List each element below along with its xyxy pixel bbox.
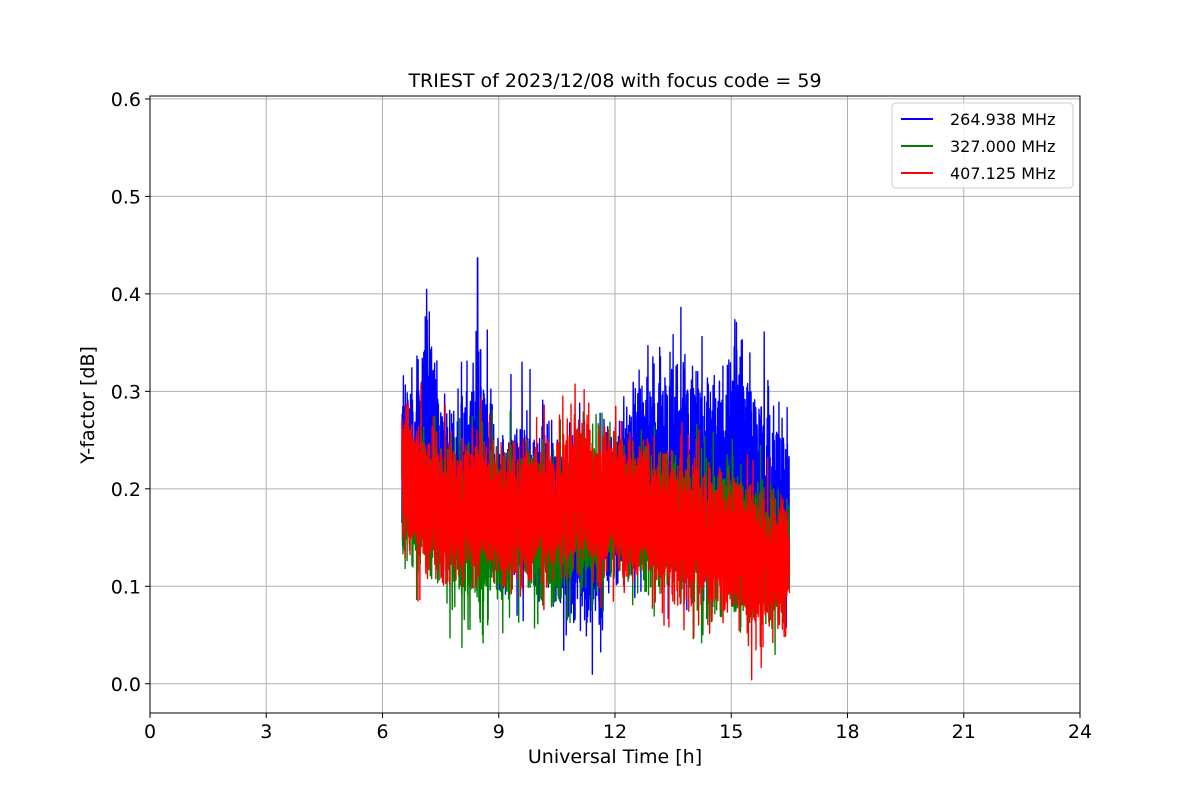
legend-label: 264.938 MHz xyxy=(950,110,1055,129)
y-tick-label: 0.4 xyxy=(111,284,141,306)
x-tick-label: 6 xyxy=(376,721,388,743)
y-axis: 0.0 0.1 0.2 0.3 0.4 0.5 0.6 xyxy=(111,89,150,696)
x-tick-label: 3 xyxy=(260,721,272,743)
legend-label: 327.000 MHz xyxy=(950,137,1055,156)
chart-title: TRIEST of 2023/12/08 with focus code = 5… xyxy=(407,70,821,92)
y-tick-label: 0.2 xyxy=(111,479,141,501)
y-tick-label: 0.0 xyxy=(111,674,141,696)
series-layer xyxy=(401,257,791,681)
x-tick-label: 24 xyxy=(1068,721,1092,743)
x-axis: 0 3 6 9 12 15 18 21 24 xyxy=(144,713,1092,743)
legend: 264.938 MHz 327.000 MHz 407.125 MHz xyxy=(891,102,1074,189)
y-tick-label: 0.1 xyxy=(111,576,141,598)
legend-box xyxy=(891,102,1074,189)
x-tick-label: 15 xyxy=(719,721,743,743)
x-tick-label: 12 xyxy=(603,721,627,743)
y-axis-label: Y-factor [dB] xyxy=(77,346,99,465)
x-tick-label: 0 xyxy=(144,721,156,743)
x-tick-label: 9 xyxy=(493,721,505,743)
x-tick-label: 21 xyxy=(952,721,976,743)
series-line xyxy=(401,382,791,681)
x-axis-label: Universal Time [h] xyxy=(528,746,702,768)
y-tick-label: 0.3 xyxy=(111,381,141,403)
y-tick-label: 0.5 xyxy=(111,186,141,208)
y-tick-label: 0.6 xyxy=(111,89,141,111)
x-tick-label: 18 xyxy=(835,721,859,743)
legend-label: 407.125 MHz xyxy=(950,164,1055,183)
